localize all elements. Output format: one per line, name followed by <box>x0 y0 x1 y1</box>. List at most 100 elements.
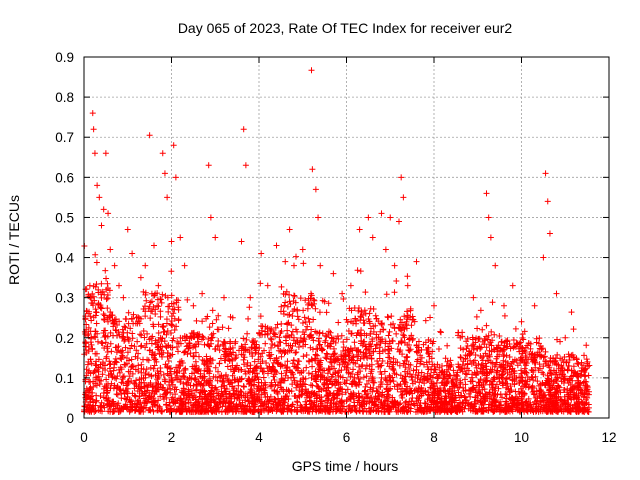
data-point <box>401 368 408 375</box>
data-point <box>348 307 355 314</box>
data-point <box>243 336 250 343</box>
data-point <box>401 313 408 320</box>
data-point <box>303 364 310 371</box>
data-point <box>456 364 463 371</box>
data-point <box>422 387 429 394</box>
data-point <box>354 267 361 274</box>
data-point <box>383 291 390 298</box>
data-point <box>155 321 162 328</box>
data-point <box>155 303 162 310</box>
data-point <box>413 395 420 402</box>
data-point <box>224 363 231 370</box>
data-point <box>402 373 409 380</box>
data-point <box>441 387 448 394</box>
data-point <box>239 403 246 410</box>
data-point <box>478 361 485 368</box>
data-point <box>363 353 370 360</box>
data-point <box>281 302 288 309</box>
data-point <box>385 346 392 353</box>
data-point <box>480 393 487 400</box>
data-point <box>142 313 149 320</box>
data-point <box>122 344 129 351</box>
data-point <box>468 378 475 385</box>
data-point <box>393 402 400 409</box>
data-point <box>289 312 296 319</box>
data-point <box>359 311 366 318</box>
data-point <box>364 395 371 402</box>
data-point <box>238 389 245 396</box>
data-point <box>516 401 523 408</box>
data-point <box>534 378 541 385</box>
data-point <box>278 375 285 382</box>
data-point <box>435 345 442 352</box>
data-point <box>386 347 393 354</box>
data-point <box>312 305 319 312</box>
data-point <box>229 356 236 363</box>
data-point <box>421 380 428 387</box>
data-point <box>232 377 239 384</box>
data-point <box>393 371 400 378</box>
data-point <box>316 342 323 349</box>
data-point <box>293 349 300 356</box>
data-point <box>141 400 148 407</box>
data-point <box>256 345 263 351</box>
data-point <box>410 400 417 407</box>
data-point <box>453 381 460 388</box>
data-point <box>322 339 329 346</box>
data-point <box>195 378 202 385</box>
data-point <box>351 380 358 387</box>
data-point <box>346 405 353 412</box>
data-point <box>121 373 128 380</box>
data-point <box>316 341 323 348</box>
data-point <box>333 356 340 363</box>
data-point <box>312 186 319 193</box>
data-point <box>404 316 411 323</box>
data-point <box>119 354 126 361</box>
data-point <box>457 345 464 352</box>
data-point <box>377 328 384 335</box>
data-point <box>489 386 496 393</box>
data-point <box>478 344 485 351</box>
data-point <box>285 395 292 402</box>
data-point <box>118 379 125 386</box>
data-point <box>323 350 330 357</box>
data-point <box>353 347 360 354</box>
data-point <box>355 394 362 401</box>
data-point <box>106 313 113 320</box>
data-point <box>585 388 592 395</box>
data-point <box>286 311 293 318</box>
data-point <box>201 401 208 408</box>
data-point <box>196 393 203 400</box>
data-point <box>377 368 384 375</box>
data-point <box>219 324 226 331</box>
data-point <box>317 400 324 407</box>
data-point <box>345 360 352 367</box>
data-point <box>571 354 577 361</box>
data-point <box>474 325 481 332</box>
data-point <box>209 307 216 314</box>
data-point <box>251 377 258 384</box>
data-point <box>547 407 554 414</box>
data-point <box>291 379 298 386</box>
data-point <box>251 358 258 365</box>
data-point <box>456 394 463 401</box>
data-point <box>472 352 479 359</box>
data-point <box>271 376 278 383</box>
data-point <box>576 407 583 414</box>
data-point <box>427 384 434 391</box>
data-point <box>252 398 259 405</box>
data-point <box>415 338 422 345</box>
data-point <box>143 404 150 411</box>
data-point <box>113 344 120 351</box>
data-point <box>219 378 226 385</box>
data-point <box>394 407 401 414</box>
data-point <box>102 339 109 346</box>
data-point <box>157 313 164 320</box>
data-point <box>568 373 575 380</box>
data-point <box>367 370 374 377</box>
data-point <box>504 362 511 369</box>
data-point <box>261 379 268 386</box>
data-point <box>299 328 306 335</box>
data-point <box>108 380 115 387</box>
data-point <box>122 395 129 402</box>
